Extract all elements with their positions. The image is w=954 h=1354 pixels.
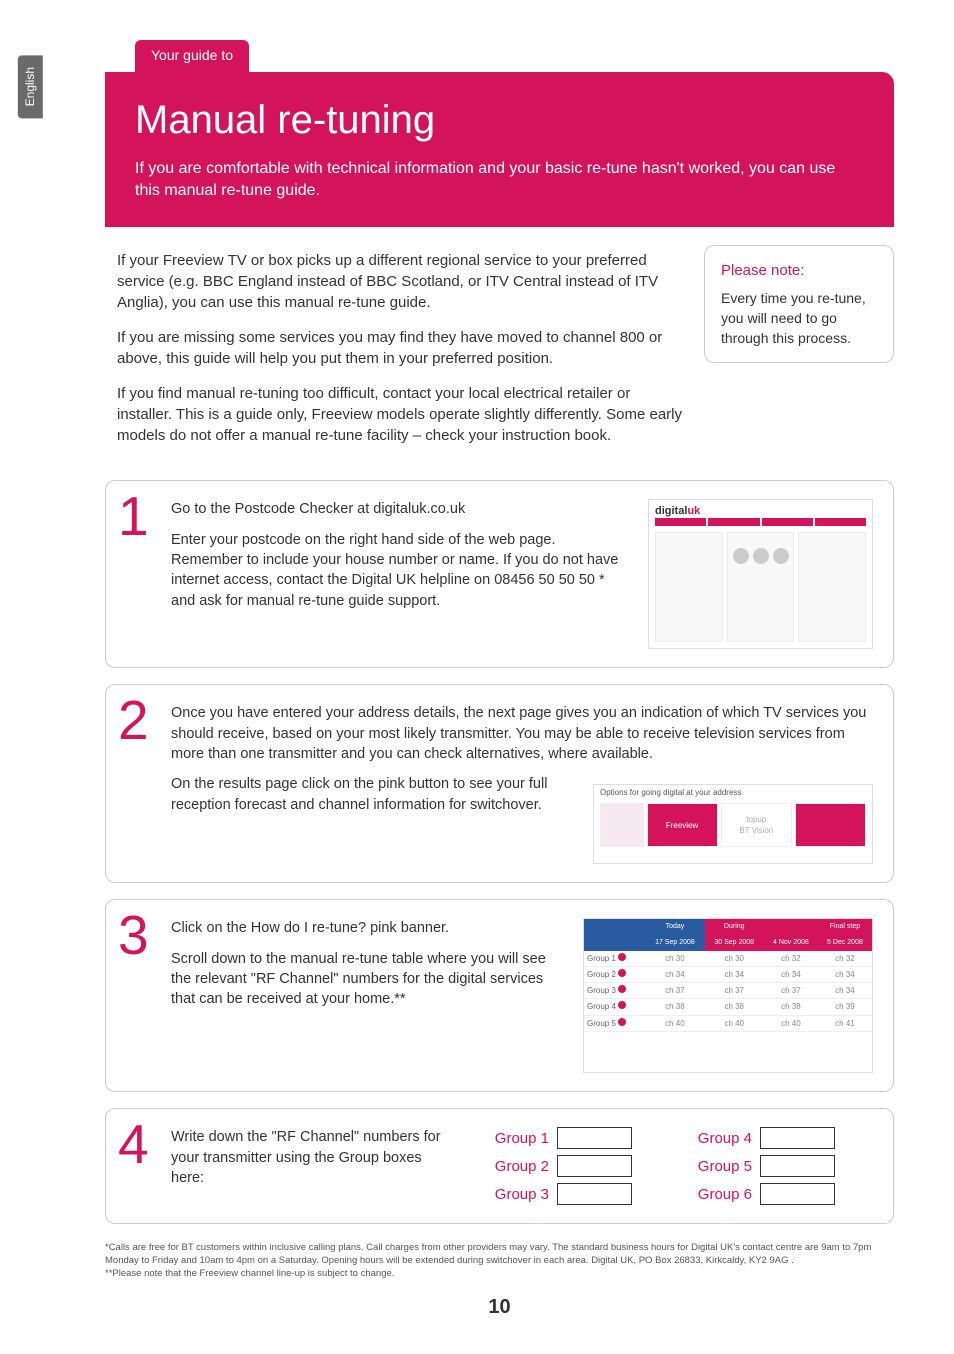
intro-row: If your Freeview TV or box picks up a di…: [105, 245, 894, 460]
group-4-label: Group 4: [682, 1128, 752, 1149]
step-4-number: 4: [118, 1117, 149, 1172]
note-body: Every time you re-tune, you will need to…: [721, 289, 877, 348]
step-1-p2: Enter your postcode on the right hand si…: [171, 530, 630, 611]
step-3-p1: Click on the How do I re-tune? pink bann…: [171, 918, 565, 938]
intro-p3: If you find manual re-tuning too difficu…: [117, 383, 684, 446]
group-1-label: Group 1: [479, 1128, 549, 1149]
group-5-label: Group 5: [682, 1156, 752, 1177]
step-4-text: Write down the "RF Channel" numbers for …: [171, 1127, 441, 1198]
step-2-p1: Once you have entered your address detai…: [171, 703, 873, 764]
note-heading: Please note:: [721, 260, 877, 281]
group-1-input[interactable]: [557, 1127, 632, 1149]
step-4: 4 Write down the "RF Channel" numbers fo…: [105, 1108, 894, 1224]
mock2-header: Options for going digital at your addres…: [600, 787, 741, 798]
group-3-input[interactable]: [557, 1183, 632, 1205]
mock2-freeview: Freeview: [647, 803, 718, 847]
step-3-screenshot: Today During Final step 17 Sep 2008 30 S…: [583, 918, 873, 1073]
group-4-input[interactable]: [760, 1127, 835, 1149]
footnote-2: **Please note that the Freeview channel …: [105, 1268, 894, 1281]
step-3-number: 3: [118, 908, 149, 963]
step-2-number: 2: [118, 693, 149, 748]
page-number: 10: [105, 1293, 894, 1321]
note-box: Please note: Every time you re-tune, you…: [704, 245, 894, 363]
step-4-p1: Write down the "RF Channel" numbers for …: [171, 1127, 441, 1188]
step-3: 3 Click on the How do I re-tune? pink ba…: [105, 899, 894, 1092]
step-1-text: Go to the Postcode Checker at digitaluk.…: [171, 499, 630, 649]
group-2-input[interactable]: [557, 1155, 632, 1177]
header: Manual re-tuning If you are comfortable …: [105, 72, 894, 228]
intro-text: If your Freeview TV or box picks up a di…: [105, 245, 684, 460]
guide-tab: Your guide to: [135, 40, 249, 72]
footnotes: *Calls are free for BT customers within …: [105, 1242, 894, 1280]
page-subtitle: If you are comfortable with technical in…: [135, 158, 864, 203]
page: Your guide to Manual re-tuning If you ar…: [0, 0, 954, 1341]
step-1-p1: Go to the Postcode Checker at digitaluk.…: [171, 499, 630, 519]
group-6-label: Group 6: [682, 1184, 752, 1205]
mock1-logo: digital: [655, 505, 687, 517]
step-1-screenshot: digitaluk: [648, 499, 873, 649]
step-1: 1 Go to the Postcode Checker at digitalu…: [105, 480, 894, 668]
group-2-label: Group 2: [479, 1156, 549, 1177]
footnote-1: *Calls are free for BT customers within …: [105, 1242, 894, 1268]
page-title: Manual re-tuning: [135, 92, 864, 148]
step-2-p2: On the results page click on the pink bu…: [171, 774, 575, 854]
step-2-screenshot: Options for going digital at your addres…: [593, 784, 873, 864]
step-3-p2: Scroll down to the manual re-tune table …: [171, 949, 565, 1010]
step-2-text: Once you have entered your address detai…: [171, 703, 873, 864]
group-6-input[interactable]: [760, 1183, 835, 1205]
step-2: 2 Once you have entered your address det…: [105, 684, 894, 883]
group-3-label: Group 3: [479, 1184, 549, 1205]
step-3-text: Click on the How do I re-tune? pink bann…: [171, 918, 565, 1073]
mock2-topup: topup: [746, 814, 766, 825]
intro-p2: If you are missing some services you may…: [117, 327, 684, 369]
intro-p1: If your Freeview TV or box picks up a di…: [117, 250, 684, 313]
step-1-number: 1: [118, 489, 149, 544]
mock3-table: Today During Final step 17 Sep 2008 30 S…: [584, 919, 872, 1032]
mock2-btvision: BT Vision: [739, 825, 773, 836]
group-5-input[interactable]: [760, 1155, 835, 1177]
group-boxes: Group 1 Group 2 Group 3 Group 4 Group 5 …: [479, 1127, 835, 1205]
